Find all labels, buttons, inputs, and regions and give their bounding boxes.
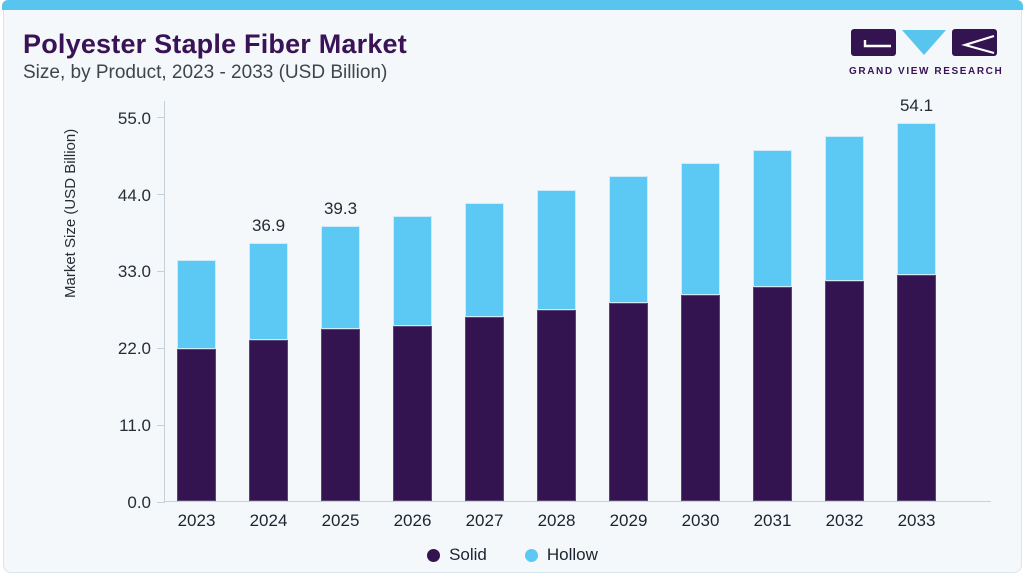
bar-2030-hollow xyxy=(681,162,720,295)
y-axis-tick-label: 0.0 xyxy=(127,493,151,512)
bar-2027-hollow xyxy=(465,202,504,317)
card-top-accent xyxy=(2,0,1023,10)
plot-area: 0.0 11.0 22.0 33.0 44.0 55.0 2023 36.9 2024 39.3 2… xyxy=(118,97,991,529)
legend: Solid Hollow xyxy=(4,545,1021,565)
bar-2024-value-label: 36.9 xyxy=(251,216,286,236)
x-axis-label-2031: 2031 xyxy=(753,511,792,530)
x-axis-label-2029: 2029 xyxy=(609,511,648,530)
x-axis-label-2025: 2025 xyxy=(321,511,360,530)
bar-2032-hollow xyxy=(825,136,864,281)
y-axis-tick xyxy=(157,194,165,196)
y-axis-tick-label: 55.0 xyxy=(117,108,151,128)
y-axis-tick-label: 11.0 xyxy=(119,416,151,436)
y-axis-tick xyxy=(157,270,165,272)
bar-2033-hollow xyxy=(897,123,936,276)
legend-item-hollow: Hollow xyxy=(524,545,598,565)
y-axis-tick-label: 22.0 xyxy=(117,339,151,359)
y-axis-tick xyxy=(157,501,165,503)
bar-2027-solid xyxy=(465,316,504,501)
y-axis-tick xyxy=(157,347,165,349)
bar-2033-value-label: 54.1 xyxy=(899,96,934,116)
page-subtitle: Size, by Product, 2023 - 2033 (USD Billi… xyxy=(23,62,388,83)
x-axis-label-2023: 2023 xyxy=(177,511,216,530)
y-axis-tick-label: 33.0 xyxy=(117,262,151,282)
page-title: Polyester Staple Fiber Market xyxy=(23,29,407,59)
bar-2026-solid xyxy=(393,325,432,501)
x-axis-label-2027: 2027 xyxy=(465,511,504,530)
legend-item-solid: Solid xyxy=(427,545,487,565)
gvr-logo-icon xyxy=(851,29,997,56)
bar-2024-hollow xyxy=(249,243,288,340)
y-axis-tick-label: 44.0 xyxy=(117,185,151,205)
bar-2031-hollow xyxy=(753,149,792,288)
x-axis-label-2033: 2033 xyxy=(897,511,936,530)
bar-2028-solid xyxy=(537,309,576,501)
x-axis-label-2032: 2032 xyxy=(825,511,864,530)
y-axis-tick xyxy=(157,117,165,119)
x-axis-label-2026: 2026 xyxy=(393,511,432,530)
brand-name: GRAND VIEW RESEARCH xyxy=(849,66,1004,77)
x-axis-label-2028: 2028 xyxy=(537,511,576,530)
bar-2031-solid xyxy=(753,287,792,501)
bar-2029-hollow xyxy=(609,176,648,303)
legend-label: Solid xyxy=(449,545,487,564)
card: Polyester Staple Fiber Market Size, by P… xyxy=(3,7,1022,573)
bar-2024-solid xyxy=(249,339,288,501)
bar-2026-hollow xyxy=(393,215,432,326)
y-axis-tick xyxy=(157,424,165,426)
x-axis-label-2030: 2030 xyxy=(681,511,720,530)
bar-2033-solid xyxy=(897,275,936,501)
bar-2025-solid xyxy=(321,329,360,501)
brand-logo: GRAND VIEW RESEARCH xyxy=(849,28,1004,77)
y-axis-title: Market Size (USD Billion) xyxy=(62,128,79,298)
bar-2025-hollow xyxy=(321,226,360,330)
bar-2032-solid xyxy=(825,280,864,501)
x-axis-label-2024: 2024 xyxy=(249,511,288,530)
bar-2023-solid xyxy=(177,349,216,501)
bar-2023-hollow xyxy=(177,260,216,350)
bar-2025-value-label: 39.3 xyxy=(323,199,358,219)
bar-2030-solid xyxy=(681,294,720,501)
legend-swatch-solid xyxy=(427,548,441,562)
bar-2028-hollow xyxy=(537,190,576,310)
legend-swatch-hollow xyxy=(524,548,538,562)
bar-2029-solid xyxy=(609,302,648,501)
legend-label: Hollow xyxy=(546,545,598,564)
